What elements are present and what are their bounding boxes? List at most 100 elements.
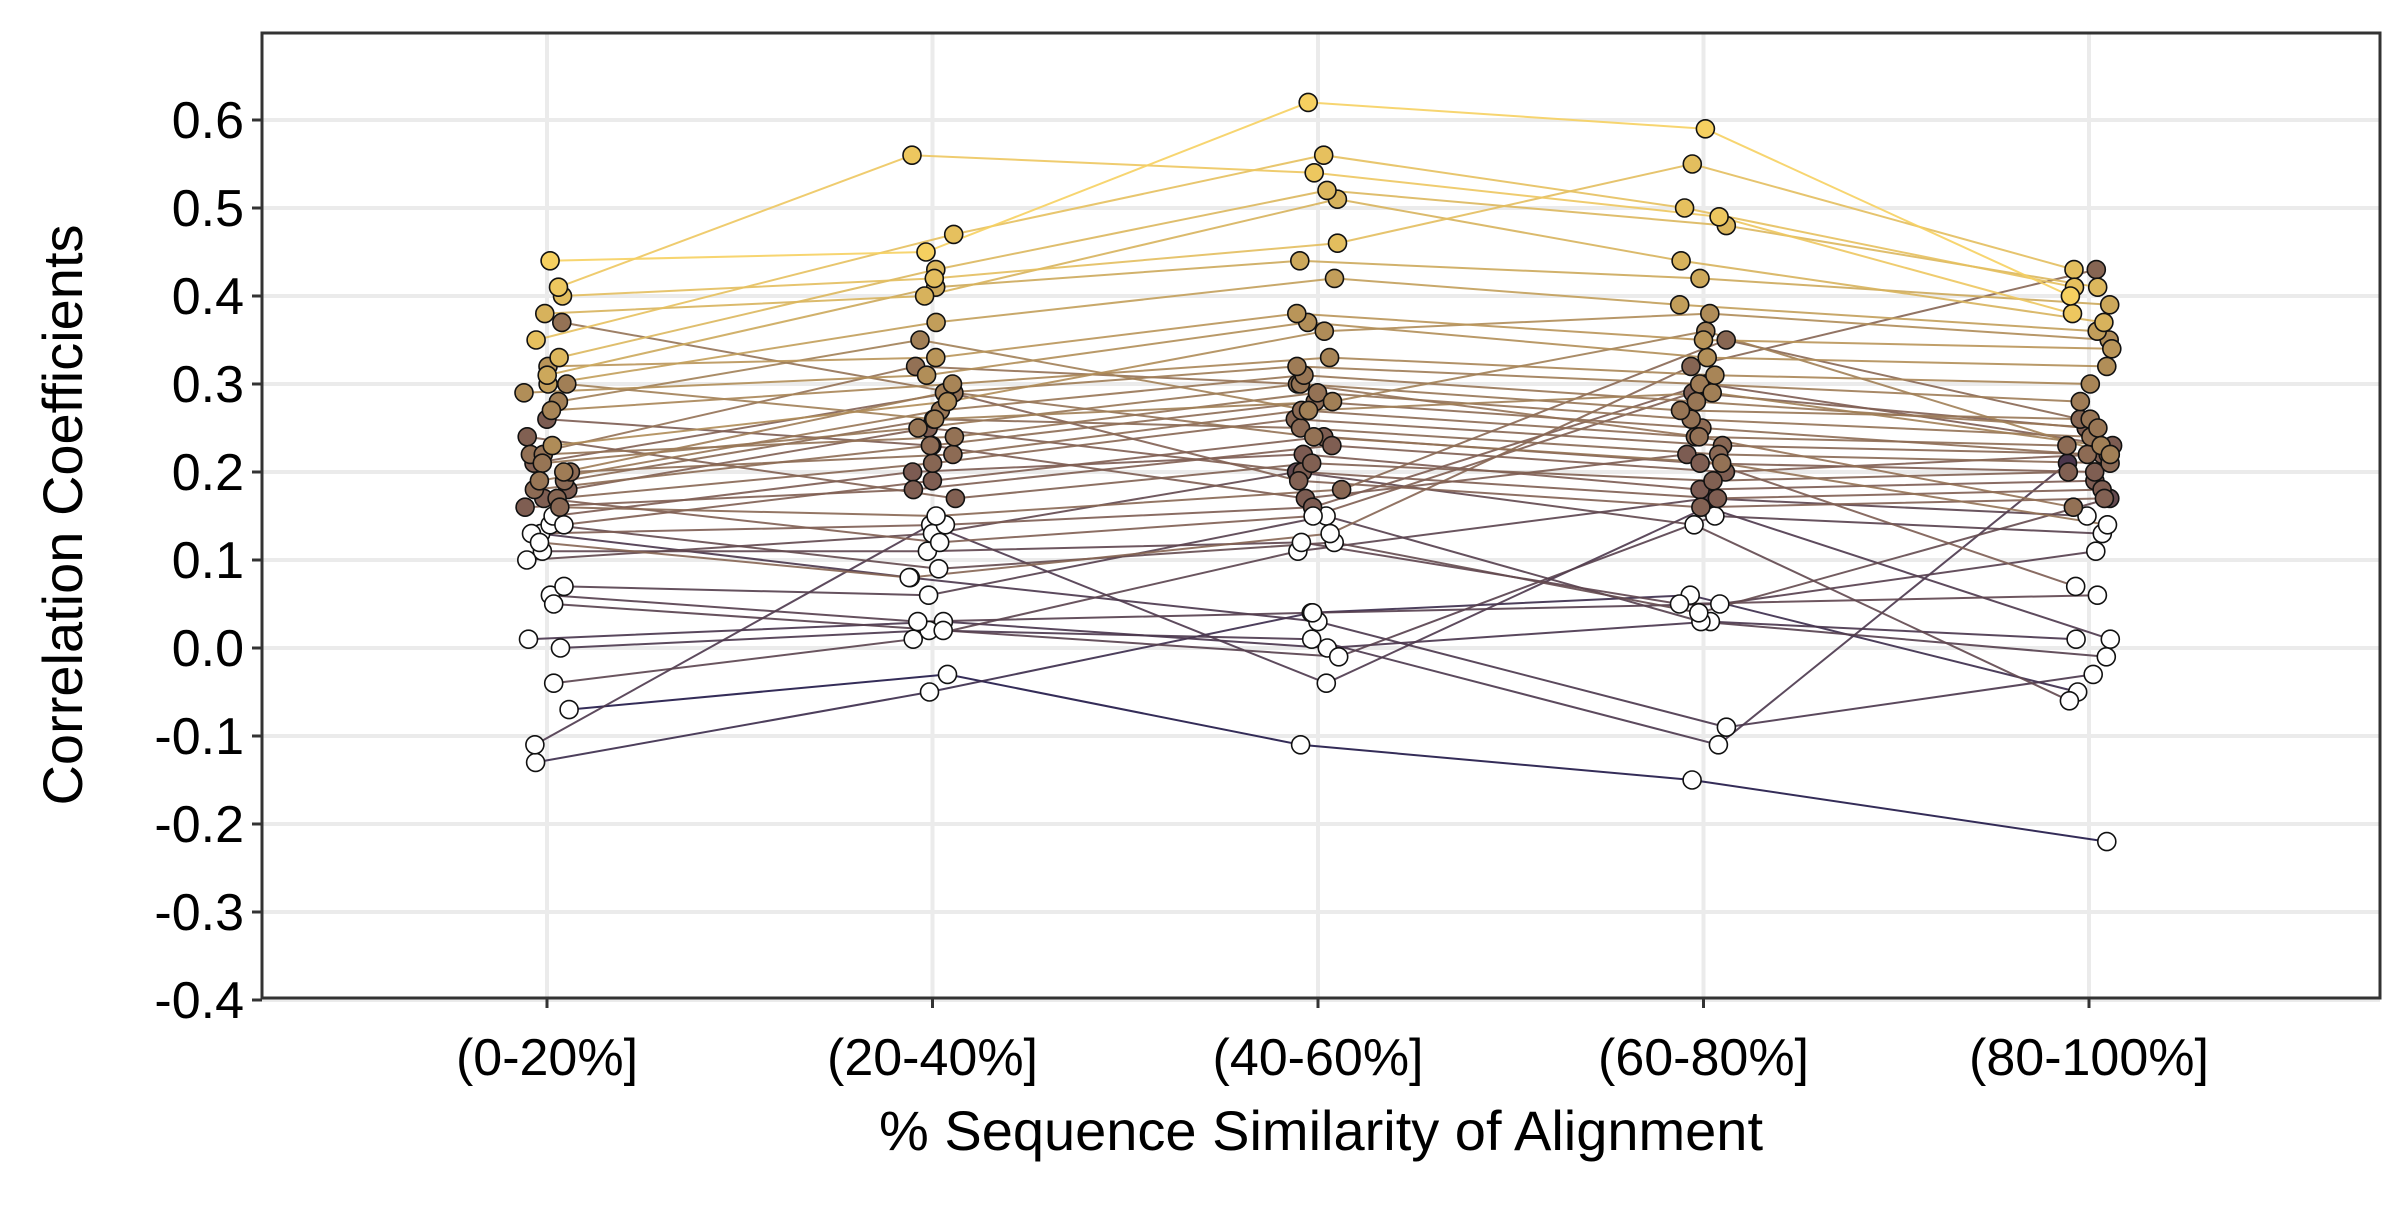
data-point bbox=[937, 391, 958, 412]
y-tick-label: -0.4 bbox=[154, 972, 244, 1030]
data-point bbox=[903, 479, 924, 500]
data-point bbox=[1682, 770, 1702, 790]
data-point bbox=[1313, 145, 1334, 165]
data-point bbox=[1290, 734, 1311, 755]
data-point bbox=[1669, 594, 1690, 614]
data-point bbox=[1702, 382, 1722, 403]
data-point bbox=[559, 699, 579, 720]
data-point bbox=[1288, 470, 1309, 491]
data-point bbox=[549, 347, 569, 368]
data-point bbox=[549, 497, 570, 518]
y-tick-label: 0.1 bbox=[172, 532, 244, 590]
x-tick-label: (40-60%] bbox=[1213, 1029, 1424, 1087]
y-tick-label: 0.5 bbox=[172, 180, 244, 238]
y-tick-label: -0.3 bbox=[154, 884, 244, 942]
data-point bbox=[1291, 532, 1312, 553]
data-point bbox=[540, 250, 560, 271]
data-point bbox=[945, 488, 966, 509]
data-point bbox=[943, 224, 964, 245]
data-point bbox=[1290, 250, 1310, 271]
data-point bbox=[1301, 453, 1322, 474]
data-point bbox=[916, 365, 937, 386]
data-point bbox=[1690, 268, 1710, 289]
data-point bbox=[1319, 347, 1340, 368]
data-point bbox=[918, 585, 939, 606]
data-point bbox=[1697, 347, 1717, 368]
data-point bbox=[2063, 497, 2084, 518]
data-point bbox=[924, 268, 945, 289]
data-point bbox=[1327, 233, 1348, 253]
data-point bbox=[1304, 163, 1324, 183]
data-point bbox=[543, 594, 564, 614]
data-point bbox=[929, 532, 950, 553]
data-point bbox=[924, 409, 945, 430]
x-axis-ticks: (0-20%] (20-40%] (40-60%] (60-80%] (80-100%] bbox=[456, 998, 2209, 1087]
y-tick-label: 0.6 bbox=[172, 92, 244, 150]
data-point bbox=[1674, 198, 1695, 218]
data-point bbox=[1691, 497, 1711, 518]
data-point bbox=[2097, 356, 2117, 377]
plot-panel-border bbox=[260, 31, 2382, 1000]
data-point bbox=[2102, 338, 2122, 359]
data-point bbox=[550, 638, 571, 658]
data-point bbox=[541, 400, 562, 421]
data-point bbox=[543, 673, 564, 694]
data-point bbox=[926, 312, 946, 333]
data-point bbox=[914, 286, 935, 306]
data-point bbox=[902, 462, 923, 482]
data-point bbox=[534, 303, 555, 324]
data-point bbox=[1690, 453, 1710, 474]
data-point bbox=[1301, 629, 1322, 650]
data-point bbox=[1304, 426, 1324, 447]
data-point bbox=[916, 242, 936, 262]
data-point bbox=[899, 567, 920, 588]
data-point bbox=[2083, 664, 2103, 685]
data-point bbox=[1689, 602, 1709, 623]
y-tick-label: 0.3 bbox=[172, 356, 244, 414]
data-point bbox=[1707, 488, 1728, 509]
data-point bbox=[517, 426, 538, 447]
data-point bbox=[1669, 294, 1690, 315]
data-point bbox=[548, 277, 569, 298]
data-point bbox=[1314, 321, 1335, 342]
data-point bbox=[2080, 374, 2101, 394]
data-point bbox=[1711, 453, 1732, 474]
y-tick-label: 0.2 bbox=[172, 444, 244, 502]
data-point bbox=[554, 576, 574, 597]
x-axis-title: % Sequence Similarity of Alignment bbox=[879, 1099, 1763, 1162]
data-point bbox=[1324, 268, 1345, 289]
data-point bbox=[1682, 154, 1703, 174]
data-point bbox=[2060, 286, 2081, 306]
data-point bbox=[1709, 207, 1729, 227]
data-point bbox=[529, 532, 550, 553]
data-point bbox=[518, 629, 539, 650]
data-point bbox=[907, 611, 928, 632]
data-point bbox=[2087, 585, 2108, 606]
data-point bbox=[1331, 479, 1352, 500]
data-point bbox=[1317, 180, 1337, 201]
data-point bbox=[2084, 462, 2105, 482]
data-point bbox=[529, 470, 550, 491]
data-point bbox=[2094, 488, 2115, 509]
data-point bbox=[2070, 391, 2091, 412]
data-point bbox=[2096, 646, 2117, 667]
data-point bbox=[1320, 523, 1340, 544]
data-point bbox=[514, 382, 534, 403]
data-point bbox=[2100, 444, 2121, 465]
data-point bbox=[908, 418, 928, 438]
data-point bbox=[1322, 435, 1342, 456]
data-point bbox=[1703, 470, 1723, 491]
data-point bbox=[1693, 330, 1714, 350]
x-tick-label: (0-20%] bbox=[456, 1029, 638, 1087]
data-point bbox=[1705, 365, 1725, 386]
data-point bbox=[532, 453, 553, 474]
data-point bbox=[2062, 303, 2083, 324]
data-point bbox=[1689, 426, 1709, 447]
data-point bbox=[919, 682, 940, 702]
data-point bbox=[1287, 356, 1307, 377]
y-tick-label: 0.0 bbox=[172, 620, 244, 678]
data-point bbox=[525, 752, 546, 773]
data-point bbox=[2088, 418, 2108, 438]
data-point bbox=[2066, 629, 2086, 650]
x-tick-label: (60-80%] bbox=[1598, 1029, 1809, 1087]
